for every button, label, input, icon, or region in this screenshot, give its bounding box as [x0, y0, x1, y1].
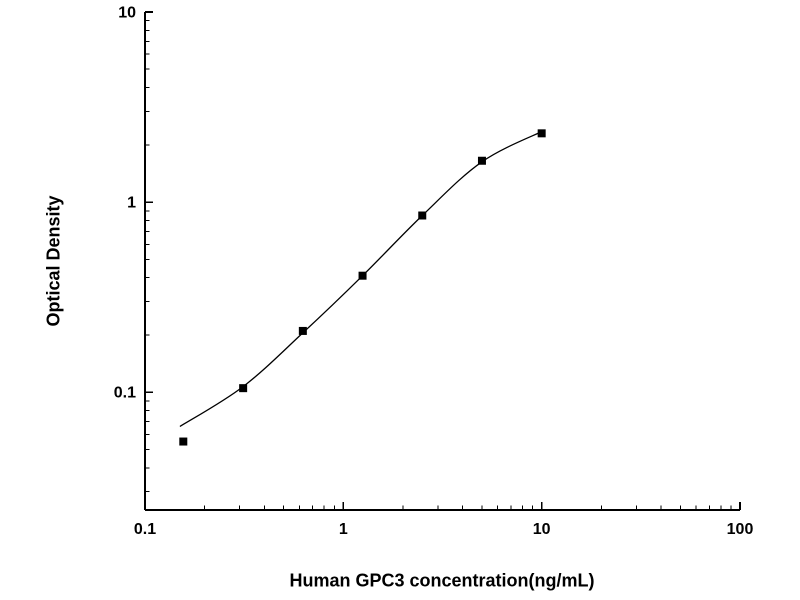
x-tick-label: 0.1 — [134, 521, 156, 538]
data-point-marker — [537, 129, 546, 138]
x-tick-label: 10 — [533, 521, 551, 538]
data-point-marker — [298, 326, 307, 335]
x-axis-title: Human GPC3 concentration(ng/mL) — [289, 570, 595, 591]
y-tick-label: 0.1 — [114, 385, 136, 402]
y-tick-label: 10 — [118, 5, 136, 22]
x-tick-label: 100 — [727, 521, 754, 538]
x-tick-label: 1 — [339, 521, 348, 538]
data-point-marker — [239, 384, 248, 393]
data-point-marker — [477, 156, 486, 165]
y-tick-label: 1 — [127, 195, 136, 212]
y-axis-title: Optical Density — [43, 195, 64, 327]
data-point-marker — [418, 211, 427, 220]
data-point-marker — [358, 271, 367, 280]
data-point-marker — [179, 437, 188, 446]
